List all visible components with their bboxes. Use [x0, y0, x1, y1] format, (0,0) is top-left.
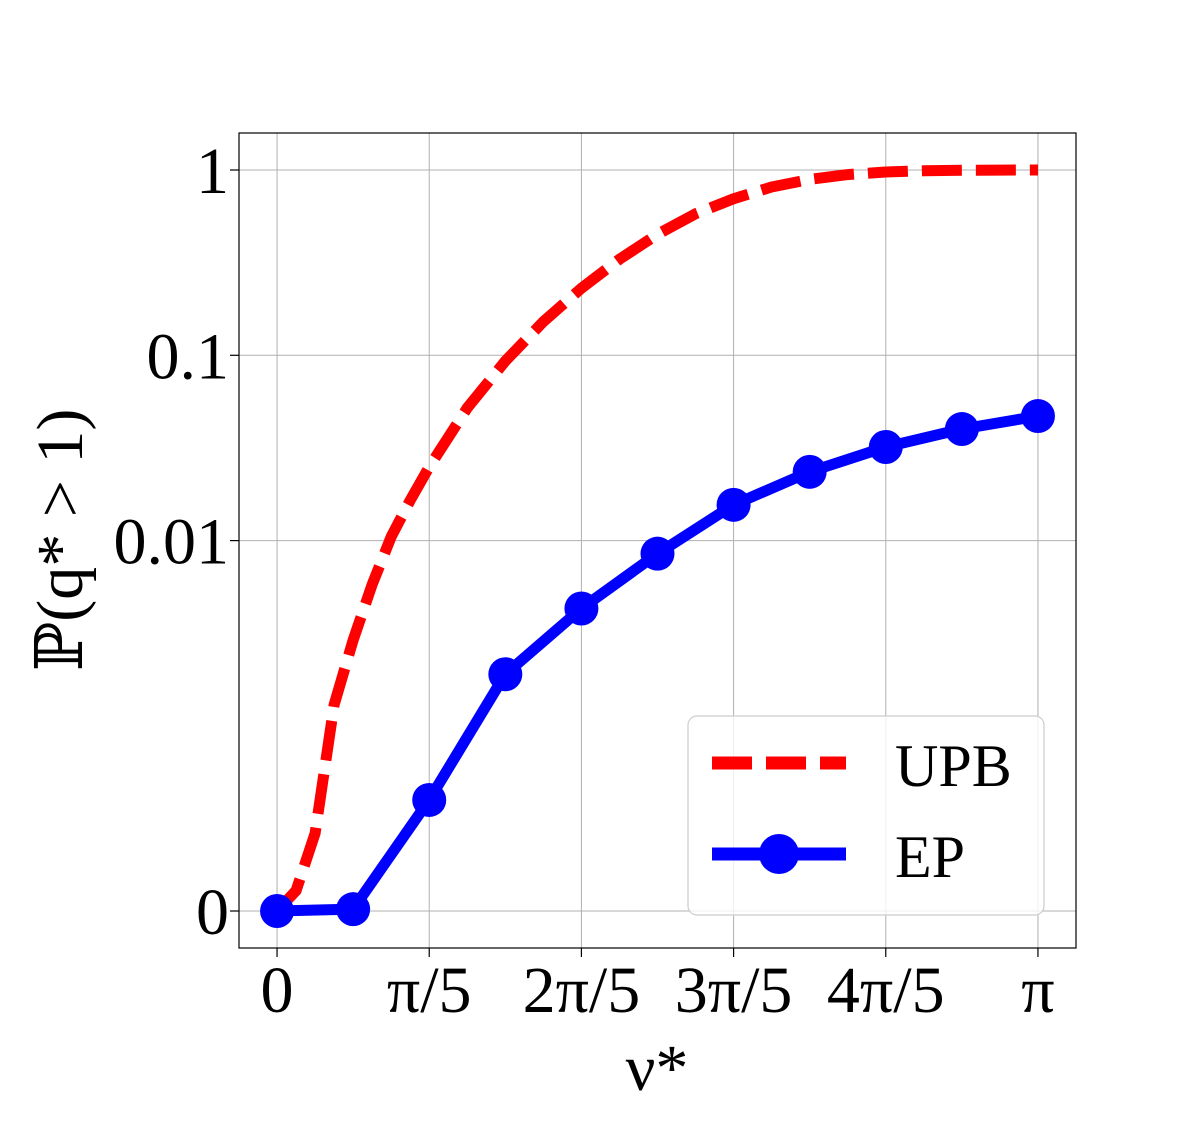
y-tick-label: 0.01	[114, 506, 230, 579]
data-point-ep	[716, 487, 751, 522]
legend: UPB EP	[687, 715, 1045, 916]
y-tick-label: 0	[196, 876, 229, 949]
series-line-upb	[272, 164, 1039, 915]
x-tick-label: 0	[261, 954, 294, 1027]
legend-label-ep: EP	[895, 824, 965, 890]
data-point-ep	[868, 429, 903, 464]
data-point-ep	[564, 591, 599, 626]
x-tick-label: 4π/5	[827, 954, 945, 1027]
data-point-ep	[412, 782, 447, 817]
data-point-ep	[640, 536, 675, 571]
y-tick-label: 1	[196, 135, 229, 208]
x-tick-label: π	[1021, 954, 1054, 1027]
x-tick-label: 3π/5	[675, 954, 793, 1027]
data-point-ep	[488, 657, 523, 692]
data-point-ep	[260, 894, 295, 928]
x-tick-label: 2π/5	[523, 954, 641, 1027]
x-axis-label: ν*	[626, 1032, 689, 1105]
x-tick-label: π/5	[387, 954, 472, 1027]
data-point-ep	[792, 454, 827, 489]
y-tick-label: 0.1	[147, 320, 230, 393]
data-point-ep	[336, 892, 371, 927]
legend-marker-ep	[759, 834, 799, 874]
data-point-ep	[944, 412, 979, 447]
data-point-ep	[1020, 399, 1055, 434]
series-layer	[260, 164, 1055, 928]
legend-label-upb: UPB	[895, 733, 1012, 799]
ticks: 0 π/5 2π/5 3π/5 4π/5 π 0 0.01 0.1 1	[114, 135, 1055, 1027]
y-axis-label: ℙ(q* > 1)	[24, 409, 97, 672]
